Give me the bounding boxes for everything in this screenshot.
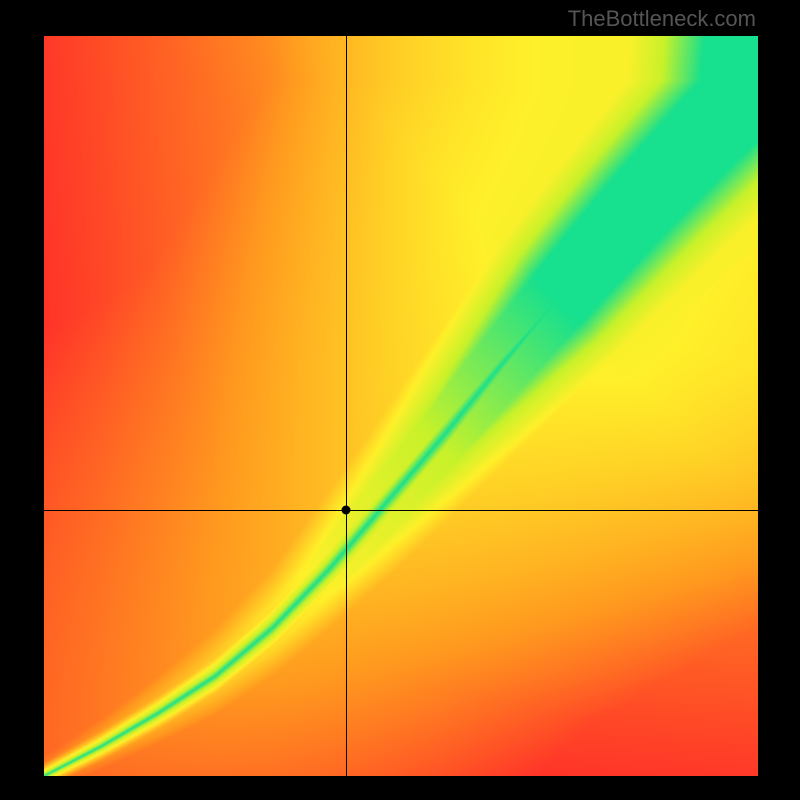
heatmap-canvas [44,36,758,776]
crosshair-horizontal [44,510,758,511]
selected-point-marker [342,505,351,514]
bottleneck-heatmap [44,36,758,776]
watermark-text: TheBottleneck.com [568,6,756,32]
crosshair-vertical [346,36,347,776]
